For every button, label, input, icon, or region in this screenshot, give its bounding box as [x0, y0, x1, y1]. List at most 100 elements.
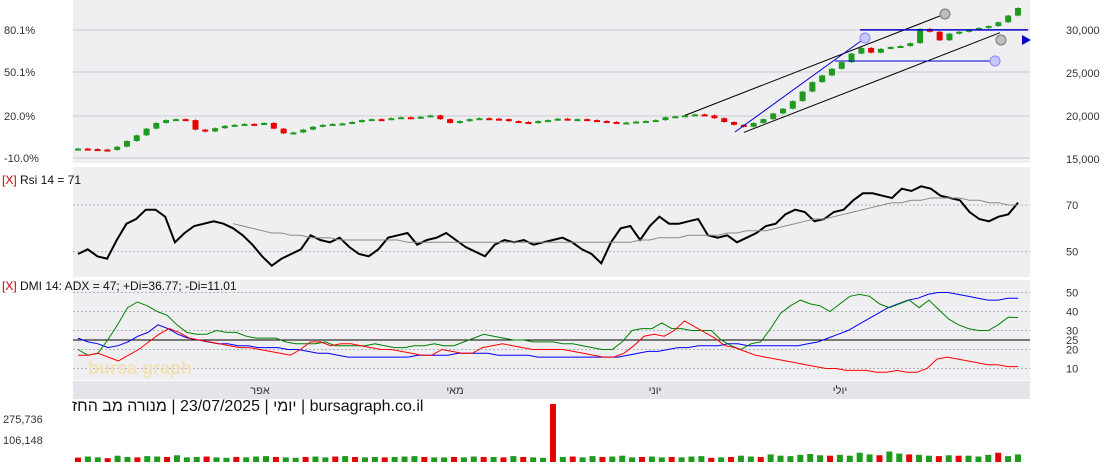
price-candle	[212, 128, 219, 132]
volume-bar	[648, 456, 655, 462]
volume-bar	[836, 454, 843, 462]
price-candle	[799, 91, 806, 102]
volume-bar	[134, 457, 141, 462]
price-left-tick: 80.1%	[4, 25, 35, 37]
rsi-layer	[77, 185, 1019, 268]
price-candle	[407, 117, 414, 120]
volume-bar	[381, 457, 388, 462]
volume-bar	[510, 456, 517, 462]
volume-bar	[520, 456, 527, 462]
trendline-handle	[995, 34, 1007, 46]
volume-bar	[75, 457, 81, 462]
price-candle	[868, 47, 875, 53]
price-candle	[290, 132, 297, 135]
price-candle	[877, 48, 884, 53]
volume-bar	[698, 456, 705, 462]
level-arrow	[1022, 35, 1031, 45]
volume-bar	[421, 456, 428, 462]
price-layer	[75, 7, 1031, 152]
price-candle	[486, 118, 493, 121]
volume-bar	[213, 457, 220, 462]
rsi-average-line	[232, 197, 1018, 243]
volume-bar	[144, 456, 151, 462]
price-candle	[339, 123, 346, 126]
volume-bar	[451, 456, 457, 462]
price-candle	[535, 121, 542, 124]
volume-bar	[441, 457, 448, 462]
volume-bar	[787, 456, 794, 462]
dmi-line	[77, 292, 1018, 358]
price-candle	[525, 122, 532, 124]
price-right-tick: 20,000	[1066, 111, 1100, 123]
volume-bar	[1015, 454, 1021, 462]
volume-bar	[658, 457, 665, 462]
volume-bar	[599, 456, 606, 462]
volume-bar	[569, 456, 576, 462]
price-candle	[94, 149, 101, 152]
volume-bar	[767, 454, 774, 462]
price-left-tick: 20.0%	[4, 111, 35, 123]
price-candle	[691, 114, 698, 117]
price-candle	[270, 122, 277, 129]
volume-bar	[322, 457, 329, 462]
volume-bar	[906, 454, 913, 462]
volume-bar	[183, 457, 190, 462]
volume-bar	[619, 455, 626, 462]
price-candle	[378, 119, 385, 122]
price-candle	[515, 121, 522, 124]
volume-layer	[75, 404, 1021, 462]
volume-bar	[460, 457, 467, 462]
price-candle	[564, 118, 571, 121]
price-candle	[172, 119, 179, 122]
price-candle	[809, 82, 816, 92]
volume-bar	[747, 456, 754, 462]
lower-trendline	[743, 32, 1001, 133]
volume-bar	[708, 457, 715, 462]
price-panel-bg	[73, 0, 1030, 163]
price-candle	[946, 33, 953, 41]
volume-bar	[559, 456, 566, 462]
rsi-close-button[interactable]: [X]	[2, 173, 17, 187]
price-candle	[280, 128, 287, 134]
volume-bar	[391, 456, 398, 462]
price-candle	[966, 29, 973, 32]
price-candle	[398, 117, 405, 120]
price-candle	[554, 118, 561, 121]
volume-bar	[401, 456, 408, 462]
price-candle	[789, 101, 796, 109]
price-candle	[584, 119, 591, 122]
volume-bar	[104, 458, 111, 462]
volume-bar	[540, 457, 547, 462]
price-candle	[897, 46, 904, 48]
volume-bar	[233, 456, 240, 462]
volume-bar	[361, 457, 368, 462]
dmi-close-button[interactable]: [X]	[2, 279, 17, 293]
price-candle	[828, 68, 835, 76]
volume-bar	[668, 456, 675, 462]
price-candle	[603, 121, 610, 124]
volume-bar	[480, 456, 487, 462]
price-candle	[104, 149, 111, 152]
price-candle	[358, 120, 365, 123]
dmi-tick: 50	[1066, 288, 1078, 300]
rsi-line	[77, 185, 1019, 268]
volume-bar	[1005, 456, 1012, 462]
volume-bar	[173, 455, 180, 462]
price-candle	[848, 53, 855, 63]
volume-bar	[688, 456, 695, 462]
price-candle	[819, 75, 826, 83]
volume-bar	[629, 457, 636, 462]
price-candle	[975, 27, 982, 30]
price-candle	[623, 122, 630, 125]
price-candle	[633, 121, 640, 124]
price-candle	[917, 28, 924, 44]
volume-bar	[114, 455, 121, 462]
price-candle	[123, 141, 130, 147]
volume-bar	[718, 457, 725, 462]
price-candle	[780, 108, 786, 114]
price-candle	[456, 121, 463, 124]
price-left-tick: 50.1%	[4, 67, 35, 79]
volume-bar	[470, 456, 477, 462]
dmi-line	[77, 293, 1019, 356]
dmi-title: DMI 14: ADX = 47; +Di=36.77; -Di=11.01	[20, 279, 237, 293]
